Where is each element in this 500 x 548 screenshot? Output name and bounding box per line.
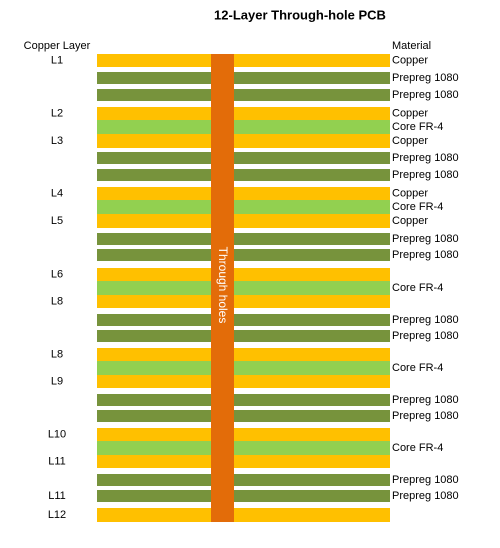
material-label: Prepreg 1080 bbox=[392, 410, 459, 422]
material-label: Prepreg 1080 bbox=[392, 249, 459, 261]
material-label: Prepreg 1080 bbox=[392, 152, 459, 164]
layer-bar bbox=[97, 169, 390, 181]
layer-bar bbox=[97, 120, 390, 134]
layer-bar bbox=[97, 295, 390, 308]
layer-label: L5 bbox=[51, 215, 63, 227]
material-label: Copper bbox=[392, 135, 428, 147]
layer-bar bbox=[97, 330, 390, 342]
layer-bar bbox=[97, 314, 390, 326]
layer-label: L8 bbox=[51, 295, 63, 307]
layer-bar bbox=[97, 54, 390, 67]
material-label: Copper bbox=[392, 54, 428, 66]
layer-label: L10 bbox=[48, 428, 66, 440]
layer-bar bbox=[97, 455, 390, 468]
layer-bar bbox=[97, 428, 390, 441]
layer-label: L11 bbox=[48, 455, 66, 467]
layer-bar bbox=[97, 187, 390, 200]
title: 12-Layer Through-hole PCB bbox=[214, 7, 386, 22]
material-label: Prepreg 1080 bbox=[392, 89, 459, 101]
layer-bar bbox=[97, 200, 390, 214]
right-header: Material bbox=[392, 40, 431, 52]
layer-bar bbox=[97, 361, 390, 375]
material-label: Core FR-4 bbox=[392, 121, 443, 133]
layer-bar bbox=[97, 375, 390, 388]
layer-bar bbox=[97, 281, 390, 295]
layer-bar bbox=[97, 508, 390, 522]
layer-label: L2 bbox=[51, 107, 63, 119]
layer-bar bbox=[97, 441, 390, 455]
material-label: Copper bbox=[392, 107, 428, 119]
layer-label: L3 bbox=[51, 135, 63, 147]
material-label: Copper bbox=[392, 215, 428, 227]
material-label: Prepreg 1080 bbox=[392, 394, 459, 406]
layer-bar bbox=[97, 214, 390, 228]
layer-label: L9 bbox=[51, 375, 63, 387]
material-label: Core FR-4 bbox=[392, 282, 443, 294]
layer-bar bbox=[97, 394, 390, 406]
hole-label: Through holes bbox=[216, 247, 230, 324]
layer-label: L12 bbox=[48, 509, 66, 521]
material-label: Core FR-4 bbox=[392, 442, 443, 454]
through-hole bbox=[211, 54, 234, 522]
layer-label: L8 bbox=[51, 348, 63, 360]
layer-label: L1 bbox=[51, 54, 63, 66]
material-label: Core FR-4 bbox=[392, 362, 443, 374]
layer-bar bbox=[97, 348, 390, 361]
left-header: Copper Layer bbox=[24, 40, 91, 52]
material-label: Prepreg 1080 bbox=[392, 474, 459, 486]
material-label: Copper bbox=[392, 187, 428, 199]
layer-bar bbox=[97, 134, 390, 148]
layer-bar bbox=[97, 490, 390, 502]
layer-bar bbox=[97, 89, 390, 101]
layer-bar bbox=[97, 72, 390, 84]
layer-bar bbox=[97, 152, 390, 164]
layer-bar bbox=[97, 410, 390, 422]
layer-bar bbox=[97, 249, 390, 261]
layer-bar bbox=[97, 474, 390, 486]
material-label: Prepreg 1080 bbox=[392, 72, 459, 84]
layer-bar bbox=[97, 233, 390, 245]
material-label: Prepreg 1080 bbox=[392, 330, 459, 342]
layer-bar bbox=[97, 107, 390, 120]
layer-stack: L1 Copper Prepreg 1080 Prepreg 1080 L2 Copper… bbox=[48, 54, 459, 522]
layer-label: L11 bbox=[48, 490, 66, 502]
layer-bar bbox=[97, 268, 390, 281]
material-label: Prepreg 1080 bbox=[392, 490, 459, 502]
material-label: Prepreg 1080 bbox=[392, 169, 459, 181]
material-label: Core FR-4 bbox=[392, 201, 443, 213]
layer-label: L4 bbox=[51, 187, 63, 199]
material-label: Prepreg 1080 bbox=[392, 314, 459, 326]
layer-label: L6 bbox=[51, 268, 63, 280]
material-label: Prepreg 1080 bbox=[392, 233, 459, 245]
